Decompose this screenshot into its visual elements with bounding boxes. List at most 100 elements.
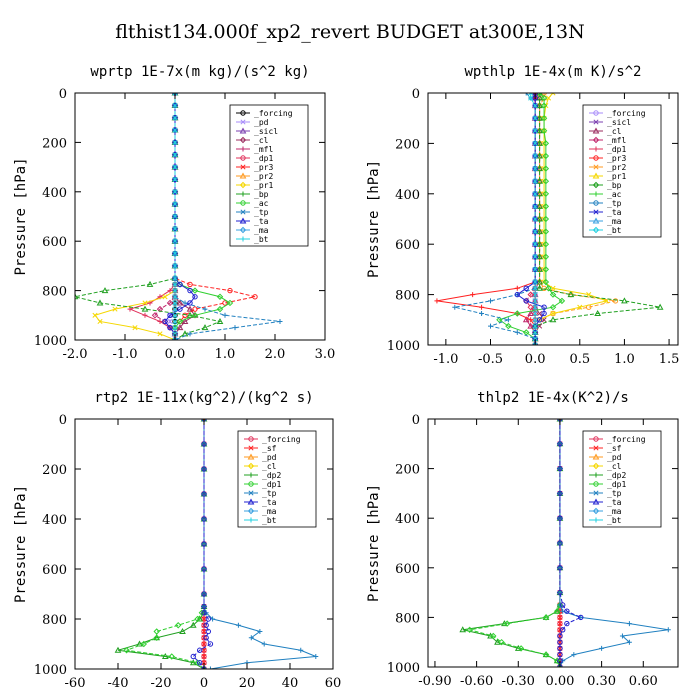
series-cl-point bbox=[537, 310, 543, 317]
series-mfl-point bbox=[522, 316, 530, 323]
series-bt-point bbox=[172, 312, 178, 318]
series-ac-point bbox=[514, 310, 521, 317]
legend-marker-point bbox=[593, 209, 599, 215]
series-ac-point bbox=[226, 299, 234, 307]
legend-marker-point bbox=[248, 490, 254, 496]
series-dp2-point bbox=[189, 659, 197, 666]
y-tick-label: 0 bbox=[59, 413, 67, 428]
legend-entry: _ma bbox=[607, 217, 622, 226]
series-bt-point bbox=[172, 189, 178, 195]
series-ac-point bbox=[505, 322, 512, 330]
series-bt-point bbox=[532, 342, 538, 345]
series-sf-point bbox=[201, 660, 207, 666]
x-tick-label: 0.0 bbox=[525, 352, 546, 367]
legend-entry: _bt bbox=[254, 235, 269, 244]
series-dp1-point bbox=[527, 303, 534, 311]
series-ta-point bbox=[205, 616, 212, 622]
legend-entry: _dp1 bbox=[607, 480, 626, 489]
series-ta-point bbox=[523, 285, 529, 291]
series-bt-point bbox=[532, 115, 538, 121]
series-ta-point bbox=[205, 628, 212, 635]
series-bt-point bbox=[172, 325, 178, 331]
series-cl-point bbox=[176, 324, 184, 331]
y-tick-label: 200 bbox=[42, 136, 67, 151]
series-bp-point bbox=[536, 278, 543, 285]
series-tp-point bbox=[207, 666, 213, 669]
series-line-ta bbox=[559, 419, 583, 667]
y-tick-label: 600 bbox=[42, 235, 67, 250]
series-bt-point bbox=[532, 203, 538, 209]
series-ta-point bbox=[162, 318, 168, 325]
legend-marker-point bbox=[248, 472, 254, 478]
x-tick-label: 1.0 bbox=[614, 352, 635, 367]
series-bp-point bbox=[536, 228, 543, 235]
series-ac-point bbox=[191, 312, 199, 319]
panel-title: rtp2 1E-11x(kg^2)/(kg^2 s) bbox=[94, 390, 313, 406]
series-bp-point bbox=[536, 284, 543, 291]
legend-marker-point bbox=[240, 236, 246, 242]
series-tp-point bbox=[488, 323, 493, 329]
legend-entry: _sf bbox=[262, 444, 277, 453]
legend-entry: _pd bbox=[262, 453, 277, 462]
x-tick-label: 0.60 bbox=[629, 674, 658, 689]
series-ta-point bbox=[532, 228, 538, 235]
series-ta-point bbox=[557, 565, 563, 571]
x-tick-label: -1.0 bbox=[112, 347, 137, 362]
series-dp1-point bbox=[140, 640, 148, 648]
legend-entry: _bt bbox=[262, 516, 277, 525]
x-tick-label: -2.0 bbox=[62, 347, 87, 362]
legend-box bbox=[582, 104, 662, 238]
legend-marker-point bbox=[592, 217, 600, 224]
series-ac-point bbox=[542, 278, 550, 286]
legend-entry: _tp bbox=[607, 199, 622, 208]
y-axis-label: Pressure [hPa] bbox=[366, 160, 382, 278]
series-bp-point bbox=[536, 240, 543, 247]
y-tick-label: 800 bbox=[395, 289, 420, 304]
legend-marker-point bbox=[593, 146, 599, 152]
series-tp-point bbox=[619, 633, 625, 639]
series-pr3-point bbox=[528, 317, 534, 323]
series-line-dp1 bbox=[469, 419, 561, 667]
series-tp-point bbox=[479, 311, 485, 316]
series-ta-point bbox=[541, 304, 547, 310]
legend-marker-point bbox=[240, 110, 246, 116]
y-tick-label: 600 bbox=[395, 562, 420, 577]
legend-entry: _pr3 bbox=[254, 163, 273, 172]
x-tick-label: -60 bbox=[65, 676, 86, 691]
series-tp-point bbox=[298, 647, 304, 653]
legend-marker-point bbox=[592, 172, 600, 179]
legend-marker-point bbox=[592, 453, 600, 460]
series-bt-point bbox=[172, 288, 178, 294]
series-pr1-point bbox=[162, 294, 168, 300]
series-line-dp2 bbox=[117, 419, 205, 669]
series-dp2-point bbox=[136, 640, 143, 647]
series-tp-point bbox=[261, 641, 267, 647]
series-dp1-point bbox=[167, 288, 173, 294]
y-tick-label: 0 bbox=[412, 413, 420, 428]
series-dp2-point bbox=[459, 626, 467, 633]
series-bp-point bbox=[101, 287, 109, 294]
legend-entry: _pr1 bbox=[254, 181, 273, 190]
legend-marker-point bbox=[593, 517, 599, 523]
series-pr1-point bbox=[97, 318, 103, 325]
series-ac-point bbox=[542, 152, 550, 160]
series-bt-point bbox=[532, 304, 538, 310]
legend-entry: _dp1 bbox=[262, 480, 281, 489]
series-bt-point bbox=[532, 317, 538, 323]
series-ta-point bbox=[557, 515, 563, 521]
series-ta-point bbox=[557, 645, 563, 652]
y-tick-label: 200 bbox=[42, 463, 67, 478]
x-tick-label: 0.5 bbox=[569, 352, 590, 367]
legend-entry: _pr2 bbox=[607, 163, 626, 172]
series-bt-point bbox=[532, 103, 538, 109]
series-bt-point bbox=[172, 337, 178, 340]
series-ta-point bbox=[536, 317, 543, 323]
series-sf-point bbox=[201, 653, 207, 660]
legend-marker-point bbox=[239, 172, 247, 179]
series-bt-point bbox=[532, 310, 538, 317]
series-bp-point bbox=[536, 265, 543, 272]
series-dp1-point bbox=[553, 657, 561, 665]
y-tick-label: 800 bbox=[42, 285, 67, 300]
series-dp1-point bbox=[153, 628, 160, 635]
